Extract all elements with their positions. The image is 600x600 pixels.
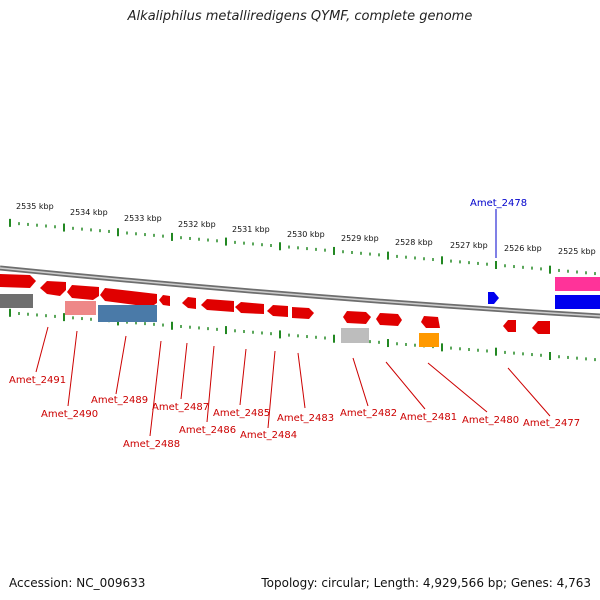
- gene-label: Amet_2483: [277, 413, 334, 424]
- gene-label: Amet_2485: [213, 408, 270, 419]
- bottom-ticks: [9, 308, 596, 362]
- scale-label-2535: 2535 kbp: [16, 202, 54, 211]
- gene-arrow: [159, 295, 170, 306]
- gene-arrow: [343, 311, 371, 324]
- accession-text: Accession: NC_009633: [9, 576, 146, 590]
- scale-label-2530: 2530 kbp: [287, 230, 325, 239]
- feature-bars: [0, 277, 600, 347]
- gene-label: Amet_2480: [462, 415, 519, 426]
- gene-arrow: [532, 321, 550, 334]
- gene-arrow: [267, 305, 288, 317]
- scale-label-2532: 2532 kbp: [178, 220, 216, 229]
- gene-arrow: [235, 302, 264, 314]
- gene-label-highlight: Amet_2478: [470, 198, 527, 209]
- gene-arrow: [67, 285, 99, 300]
- gene-arrow: [421, 316, 440, 328]
- scale-label-2533: 2533 kbp: [124, 214, 162, 223]
- gene-arrow: [0, 274, 36, 288]
- gene-labels: Amet_2491 Amet_2490 Amet_2489 Amet_2488 …: [9, 198, 580, 450]
- scale-label-2527: 2527 kbp: [450, 241, 488, 250]
- gene-label: Amet_2481: [400, 412, 457, 423]
- scale-label-2526: 2526 kbp: [504, 244, 542, 253]
- scale-labels: 2535 kbp 2534 kbp 2533 kbp 2532 kbp 2531…: [16, 202, 596, 256]
- scale-label-2534: 2534 kbp: [70, 208, 108, 217]
- feature-bar-steel: [98, 305, 157, 322]
- gene-label: Amet_2484: [240, 430, 297, 441]
- gene-arrow: [100, 288, 157, 307]
- gene-arrows: [0, 274, 550, 334]
- gene-arrow: [40, 281, 66, 296]
- feature-bar-lightgray: [341, 328, 369, 343]
- feature-bar-pink: [65, 301, 96, 315]
- map-title: Alkaliphilus metalliredigens QYMF, compl…: [127, 9, 473, 24]
- topology-text: Topology: circular; Length: 4,929,566 bp…: [261, 576, 591, 590]
- top-ticks: [9, 218, 596, 276]
- feature-bar-blue: [555, 295, 600, 309]
- gene-label: Amet_2489: [91, 395, 148, 406]
- gene-label: Amet_2491: [9, 375, 66, 386]
- gene-arrow: [182, 297, 196, 309]
- scale-label-2528: 2528 kbp: [395, 238, 433, 247]
- gene-arrow: [503, 320, 516, 332]
- callout-lines: [35, 209, 551, 437]
- gene-label: Amet_2488: [123, 439, 180, 450]
- scale-label-2531: 2531 kbp: [232, 225, 270, 234]
- scale-label-2525: 2525 kbp: [558, 247, 596, 256]
- gene-arrow: [292, 307, 314, 319]
- gene-arrow: [376, 313, 402, 326]
- gene-label: Amet_2482: [340, 408, 397, 419]
- gene-label: Amet_2490: [41, 409, 98, 420]
- feature-bar-gray: [0, 294, 33, 308]
- gene-label: Amet_2477: [523, 418, 580, 429]
- gene-label: Amet_2487: [152, 402, 209, 413]
- gene-arrow: [201, 299, 234, 312]
- feature-bar-magenta: [555, 277, 600, 291]
- scale-label-2529: 2529 kbp: [341, 234, 379, 243]
- feature-bar-orange: [419, 333, 439, 347]
- gene-label: Amet_2486: [179, 425, 236, 436]
- gene-arrow-highlight: [488, 292, 499, 304]
